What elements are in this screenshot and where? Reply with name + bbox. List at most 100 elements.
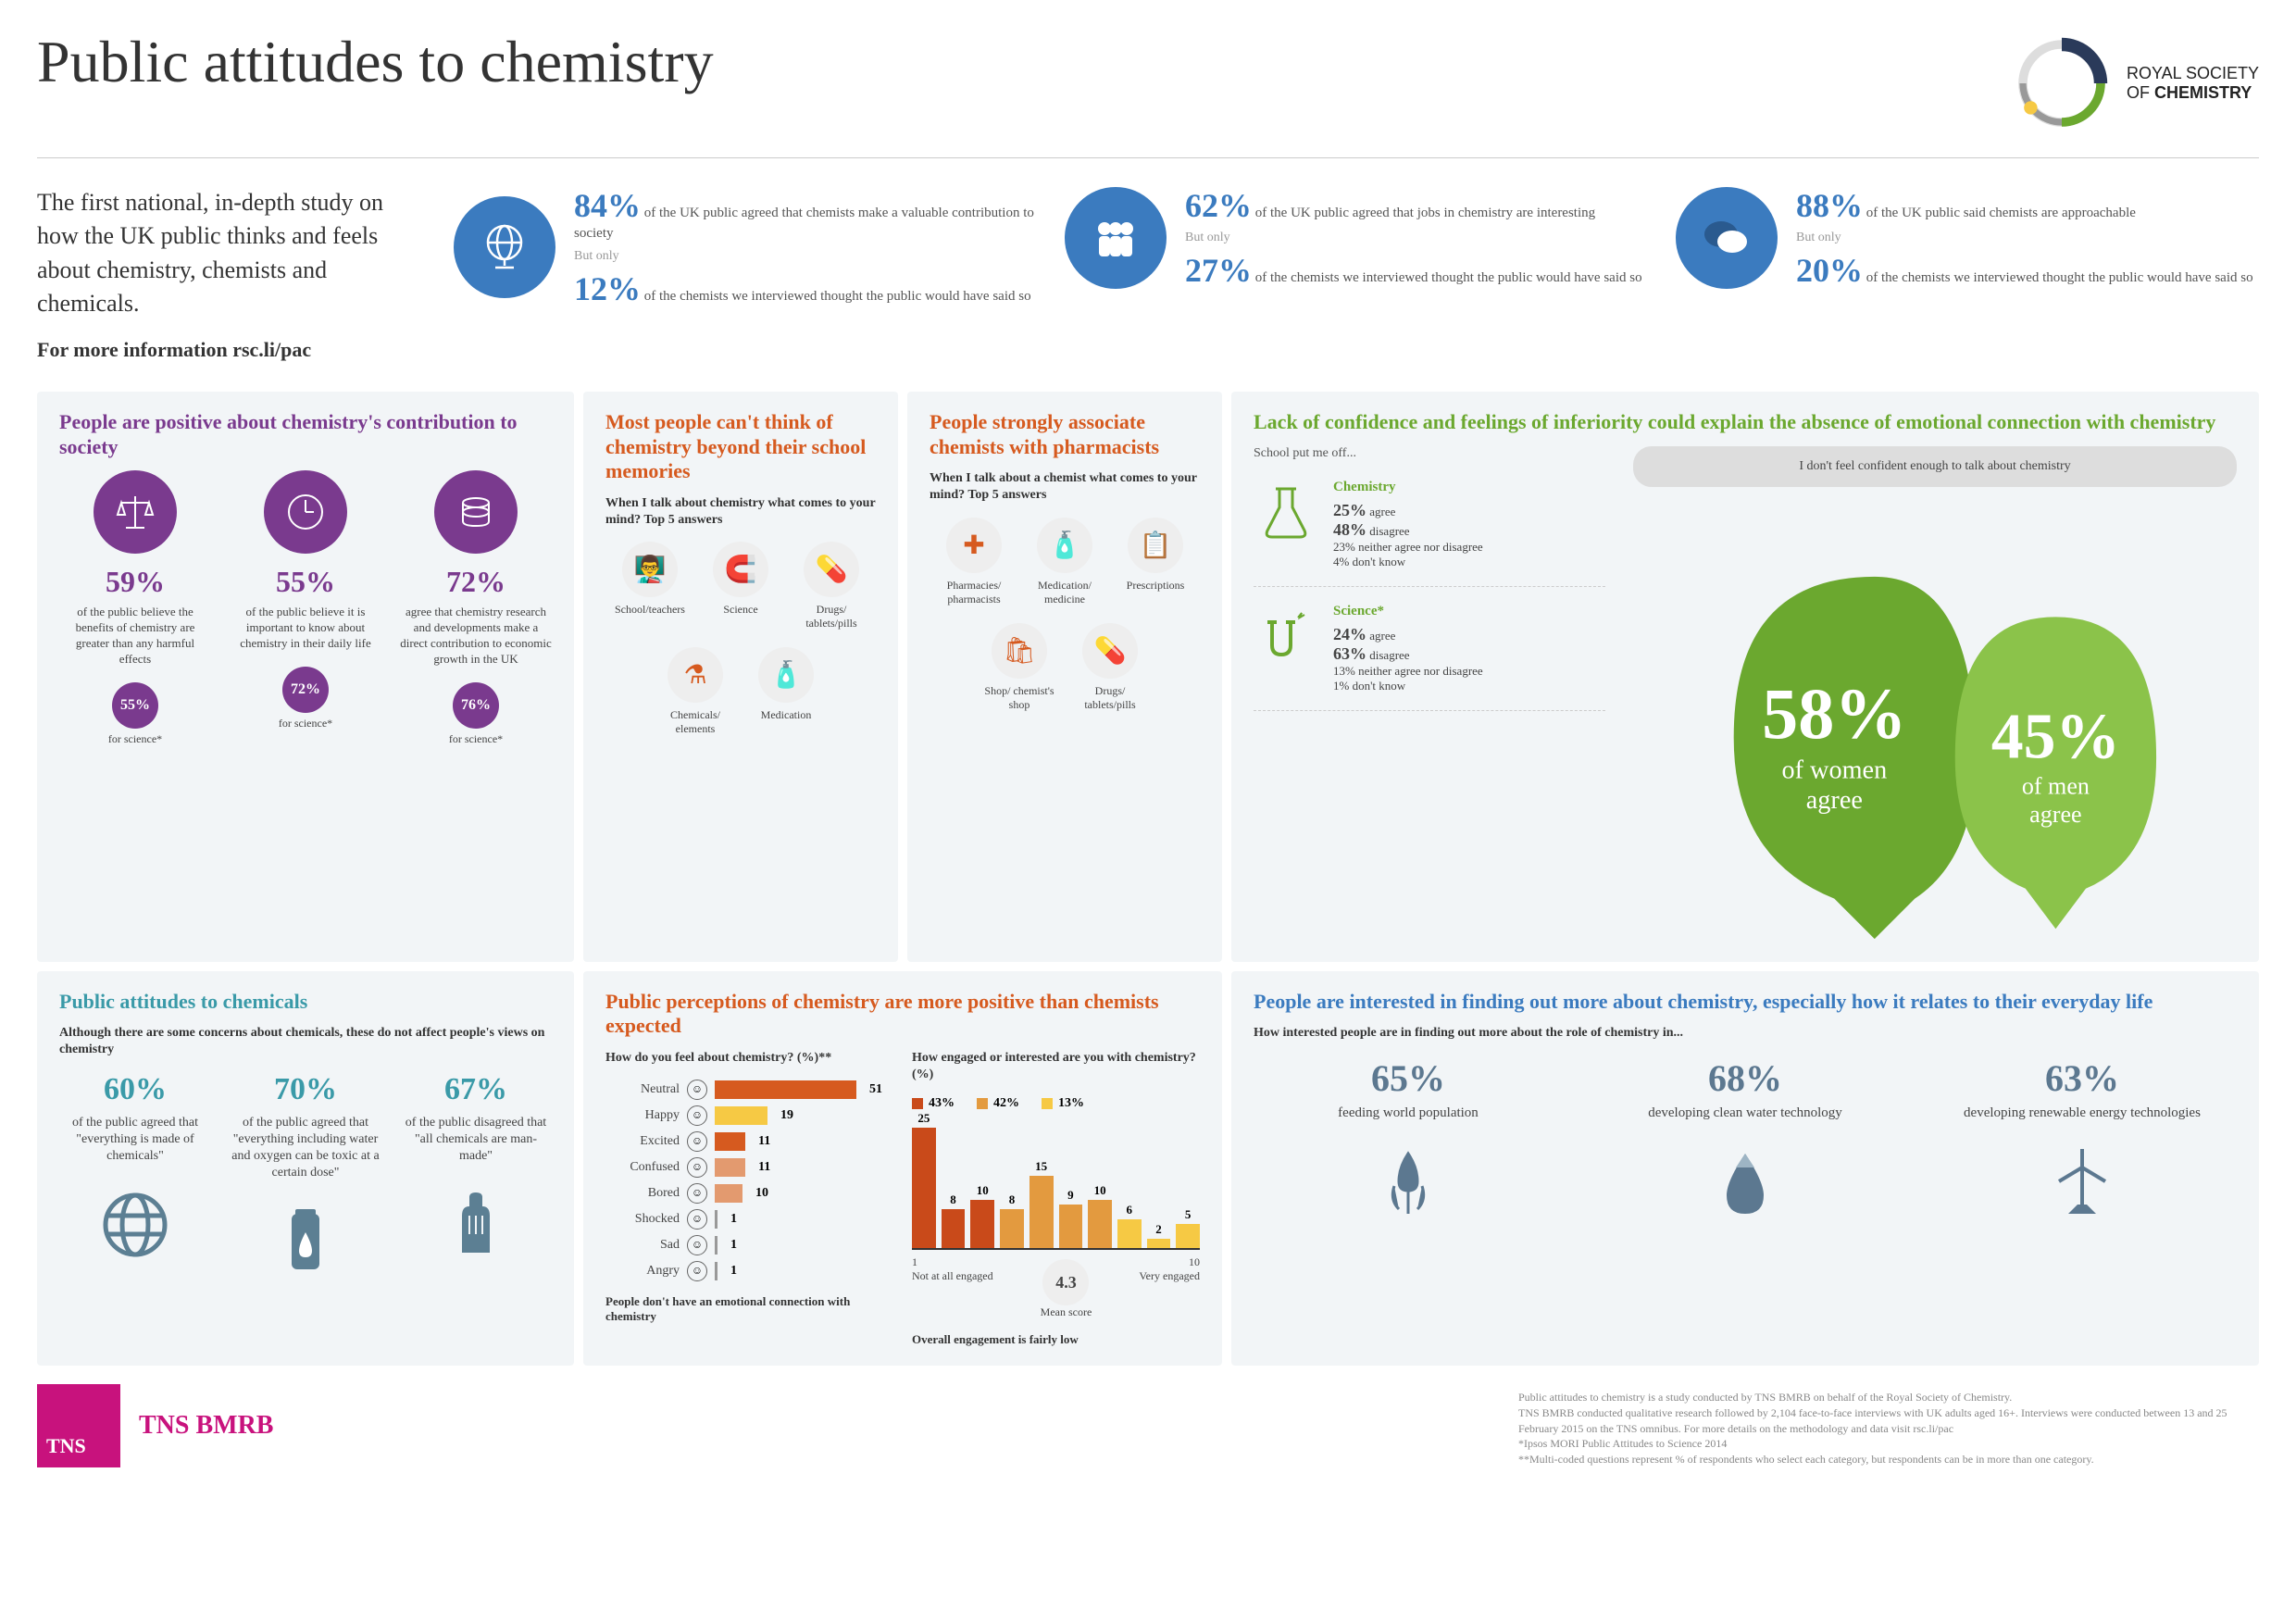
green-right: I don't feel confident enough to talk ab…: [1633, 446, 2237, 943]
purple-scilabel-0: for science*: [59, 732, 211, 746]
logo-line1: ROYAL SOCIETY: [2127, 64, 2259, 83]
feel-val-1: 19: [780, 1108, 793, 1123]
feel-row-7: Angry ☺ 1: [605, 1261, 893, 1281]
orange2-icon-3: 🛍: [992, 623, 1047, 679]
percep-columns: How do you feel about chemistry? (%)** N…: [605, 1050, 1200, 1347]
stat-group-2: 62% of the UK public agreed that jobs in…: [1065, 186, 1648, 290]
orange1-item-4: 🧴Medication: [749, 647, 823, 736]
feel-label-2: Excited: [605, 1134, 680, 1149]
legend-0: 43%: [912, 1096, 955, 1111]
interest-col-1: 68% developing clean water technology: [1591, 1056, 1900, 1242]
women-label-1: of women: [1781, 755, 1887, 784]
teal-col-0: 60% of the public agreed that "everythin…: [59, 1072, 211, 1301]
svg-text:agree: agree: [1806, 786, 1863, 815]
fine2: TNS BMRB conducted qualitative research …: [1518, 1405, 2259, 1437]
tns-logo: TNS: [37, 1384, 120, 1467]
feel-val-7: 1: [730, 1264, 737, 1279]
feel-bar-5: [715, 1210, 718, 1229]
orange1-item-1: 🧲Science: [704, 542, 778, 630]
feel-label-4: Bored: [605, 1186, 680, 1201]
legend-2: 13%: [1042, 1096, 1084, 1111]
orange2-item-2: 📋Prescriptions: [1118, 518, 1192, 606]
teal-col-2: 67% of the public disagreed that "all ch…: [400, 1072, 552, 1301]
confidence-bubble: I don't feel confident enough to talk ab…: [1633, 446, 2237, 487]
engage-bar-4: 15: [1029, 1176, 1054, 1248]
stat2-pct2: 27%: [1185, 252, 1252, 289]
stat2-pct1: 62%: [1185, 187, 1252, 224]
feel-row-5: Shocked ☺ 1: [605, 1209, 893, 1230]
teal-desc-2: of the public disagreed that "all chemic…: [400, 1115, 552, 1166]
interest-desc-1: developing clean water technology: [1591, 1105, 1900, 1121]
stat1-line1: of the UK public agreed that chemists ma…: [574, 206, 1034, 241]
percep-right: How engaged or interested are you with c…: [912, 1050, 1200, 1347]
green-card: Lack of confidence and feelings of infer…: [1231, 392, 2259, 962]
svg-text:agree: agree: [2029, 801, 2081, 828]
percep-card: Public perceptions of chemistry are more…: [583, 971, 1222, 1366]
people-icon: [1065, 187, 1167, 289]
orange2-card: People strongly associate chemists with …: [907, 392, 1222, 962]
orange1-icon-1: 🧲: [713, 542, 768, 597]
feel-val-5: 1: [730, 1212, 737, 1227]
teal-desc-1: of the public agreed that "everything in…: [230, 1115, 381, 1182]
engage-bar-3: 8: [1000, 1209, 1024, 1248]
stat-content-3: 88% of the UK public said chemists are a…: [1796, 186, 2259, 290]
feel-bar-3: [715, 1158, 745, 1177]
percep-left: How do you feel about chemistry? (%)** N…: [605, 1050, 893, 1347]
purple-pct-1: 55%: [230, 565, 381, 599]
green-row-0: Chemistry 25% agree 48% disagree 23% nei…: [1254, 480, 1605, 587]
purple-sci-1: 72%: [282, 667, 329, 713]
orange2-item-0: ✚Pharmacies/ pharmacists: [937, 518, 1011, 606]
stat-content-1: 84% of the UK public agreed that chemist…: [574, 186, 1037, 308]
green-title: Lack of confidence and feelings of infer…: [1254, 410, 2237, 434]
interest-col-2: 63% developing renewable energy technolo…: [1928, 1056, 2237, 1242]
orange2-sub: When I talk about a chemist what comes t…: [930, 470, 1200, 504]
orange2-icon-4: 💊: [1082, 623, 1138, 679]
fine3: *Ipsos MORI Public Attitudes to Science …: [1518, 1436, 2259, 1452]
orange2-title: People strongly associate chemists with …: [930, 410, 1200, 459]
interest-pct-1: 68%: [1591, 1056, 1900, 1100]
stat3-line2: of the chemists we interviewed thought t…: [1863, 270, 2253, 285]
green-row-1: Science* 24% agree 63% disagree 13% neit…: [1254, 604, 1605, 711]
feel-label-1: Happy: [605, 1108, 680, 1123]
percep-title: Public perceptions of chemistry are more…: [605, 990, 1200, 1039]
mean-score: 4.3: [1042, 1259, 1089, 1305]
purple-desc-2: agree that chemistry research and develo…: [400, 605, 552, 668]
tns-bmrb-text: TNS BMRB: [139, 1411, 273, 1441]
feel-row-0: Neutral ☺ 51: [605, 1080, 893, 1100]
interest-pct-2: 63%: [1928, 1056, 2237, 1100]
legend-1: 42%: [977, 1096, 1019, 1111]
purple-col-2: 72% agree that chemistry research and de…: [400, 470, 552, 746]
intro-link: For more information rsc.li/pac: [37, 336, 426, 365]
engage-legend: 43% 42% 13%: [912, 1096, 1200, 1111]
purple-sci-2: 76%: [453, 682, 499, 729]
orange1-icon-3: ⚗: [668, 647, 723, 703]
orange1-grid: 👨‍🏫School/teachers🧲Science💊Drugs/ tablet…: [605, 542, 876, 736]
purple-scilabel-1: for science*: [230, 717, 381, 730]
feel-val-2: 11: [758, 1134, 770, 1149]
intro-description: The first national, in-depth study on ho…: [37, 186, 426, 321]
feel-bar-6: [715, 1236, 718, 1255]
stat2-line1: of the UK public agreed that jobs in che…: [1252, 206, 1595, 220]
feel-emoji-0: ☺: [687, 1080, 707, 1100]
orange2-icon-2: 📋: [1128, 518, 1183, 573]
purple-icon-2: [434, 470, 518, 554]
orange2-item-1: 🧴Medication/ medicine: [1028, 518, 1102, 606]
feel-emoji-3: ☺: [687, 1157, 707, 1178]
orange1-item-3: ⚗Chemicals/ elements: [658, 647, 732, 736]
purple-col-0: 59% of the public believe the benefits o…: [59, 470, 211, 746]
feel-label-0: Neutral: [605, 1082, 680, 1097]
green-icon-1: [1254, 604, 1318, 668]
engage-bar-2: 10: [970, 1200, 994, 1248]
teal-col-1: 70% of the public agreed that "everythin…: [230, 1072, 381, 1301]
fine4: **Multi-coded questions represent % of r…: [1518, 1452, 2259, 1467]
feel-bars: Neutral ☺ 51 Happy ☺ 19 Excited ☺ 11 Con…: [605, 1080, 893, 1281]
orange2-icon-0: ✚: [946, 518, 1002, 573]
but-only-2: But only: [1185, 231, 1648, 245]
fine1: Public attitudes to chemistry is a study…: [1518, 1390, 2259, 1405]
stat1-line2: of the chemists we interviewed thought t…: [641, 289, 1031, 304]
orange1-icon-2: 💊: [804, 542, 859, 597]
feel-row-3: Confused ☺ 11: [605, 1157, 893, 1178]
orange1-title: Most people can't think of chemistry bey…: [605, 410, 876, 483]
feel-row-4: Bored ☺ 10: [605, 1183, 893, 1204]
teal-icon-2: [400, 1183, 552, 1283]
